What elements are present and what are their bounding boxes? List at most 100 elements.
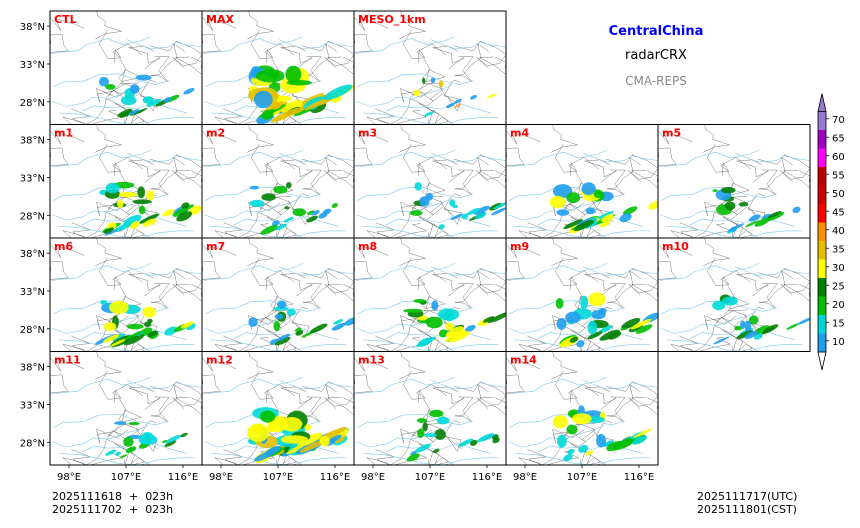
radar-echo — [423, 433, 437, 438]
radar-echo — [142, 218, 157, 227]
colorbar-segment — [818, 111, 826, 130]
province-border — [128, 46, 161, 70]
province-border — [606, 383, 641, 423]
province-border — [568, 157, 599, 176]
radar-echo — [602, 440, 614, 447]
radar-echo — [141, 434, 158, 445]
province-border — [95, 125, 122, 153]
river-line — [660, 186, 777, 201]
river-line — [582, 379, 658, 390]
province-border — [552, 423, 585, 443]
lat-tick-label: 28°N — [20, 325, 45, 336]
radar-echo — [483, 316, 495, 323]
radar-echo — [98, 76, 109, 87]
radar-echo — [580, 295, 588, 310]
radar-echo — [767, 211, 785, 222]
river-line — [204, 186, 321, 201]
province-border — [264, 309, 292, 329]
radar-echo — [114, 451, 121, 456]
radar-echo — [623, 206, 638, 215]
lon-tick-label: 116°E — [320, 472, 350, 483]
radar-echo — [724, 201, 736, 211]
river-line — [204, 300, 321, 315]
river-line — [660, 311, 757, 334]
radar-echo — [280, 435, 309, 444]
panel-label: m8 — [358, 240, 377, 253]
panel-label: MAX — [206, 13, 234, 26]
province-border — [416, 384, 447, 403]
radar-echo — [117, 200, 124, 208]
panel-m10: m10 — [657, 237, 811, 352]
radar-echo — [120, 95, 137, 106]
panel-map — [50, 238, 202, 352]
colorbar-segment — [818, 259, 826, 278]
river-line — [203, 36, 304, 54]
province-border — [354, 357, 389, 372]
colorbar-extend-high — [817, 93, 827, 112]
radar-echo — [128, 421, 140, 426]
province-border — [720, 157, 751, 176]
river-line — [507, 149, 608, 168]
province-border — [247, 125, 274, 153]
river-line — [734, 152, 810, 163]
radar-echo — [253, 90, 273, 109]
river-line — [52, 424, 149, 448]
river-line — [582, 152, 658, 163]
radar-echo — [476, 433, 494, 443]
province-border — [150, 43, 185, 82]
radar-echo — [103, 227, 115, 234]
river-line — [52, 311, 149, 334]
radar-echo — [633, 428, 652, 438]
radar-echo — [146, 190, 155, 201]
colorbar-tick-label: 50 — [832, 189, 845, 200]
radar-echo — [307, 210, 315, 216]
radar-echo — [431, 300, 439, 311]
radar-echo — [146, 98, 162, 107]
radar-echo — [584, 221, 598, 229]
river-line — [386, 329, 491, 341]
radar-echo — [188, 205, 202, 215]
panel-map — [354, 238, 506, 352]
lon-tick-label: 107°E — [415, 472, 445, 483]
panel-background — [658, 124, 810, 238]
radar-echo — [563, 219, 583, 230]
radar-echo — [469, 95, 478, 100]
province-border — [584, 386, 617, 410]
radar-echo — [599, 325, 613, 333]
river-line — [667, 339, 802, 352]
radar-echo — [488, 311, 506, 323]
panel-label: m14 — [510, 354, 537, 367]
river-line — [386, 442, 491, 454]
lat-tick-label: 38°N — [20, 22, 45, 33]
radar-echo — [596, 433, 607, 448]
radar-echo — [422, 77, 426, 84]
river-line — [363, 453, 498, 465]
lon-tick-label: 98°E — [361, 472, 385, 483]
province-border — [399, 11, 426, 39]
radar-echo — [453, 103, 462, 108]
radar-echo — [445, 330, 467, 342]
province-border — [399, 238, 426, 266]
panel-label: m13 — [358, 354, 385, 367]
river-line — [126, 152, 202, 163]
province-border — [202, 261, 221, 280]
province-border — [506, 261, 525, 280]
province-border — [150, 156, 185, 196]
province-border — [354, 34, 373, 53]
radar-echo — [740, 320, 746, 329]
radar-echo — [111, 333, 125, 342]
radar-echo — [587, 331, 603, 340]
radar-echo — [413, 299, 427, 303]
colorbar-segment — [818, 130, 826, 149]
province-border — [366, 200, 444, 238]
province-border — [453, 381, 506, 409]
radar-echo — [270, 107, 301, 123]
radar-echo — [569, 336, 579, 343]
river-line — [355, 149, 456, 168]
river-line — [515, 453, 650, 465]
province-border — [95, 238, 122, 266]
province-border — [506, 130, 541, 145]
panel-m2: m2 — [201, 124, 355, 239]
radar-echo — [331, 203, 338, 208]
province-border — [605, 154, 658, 182]
